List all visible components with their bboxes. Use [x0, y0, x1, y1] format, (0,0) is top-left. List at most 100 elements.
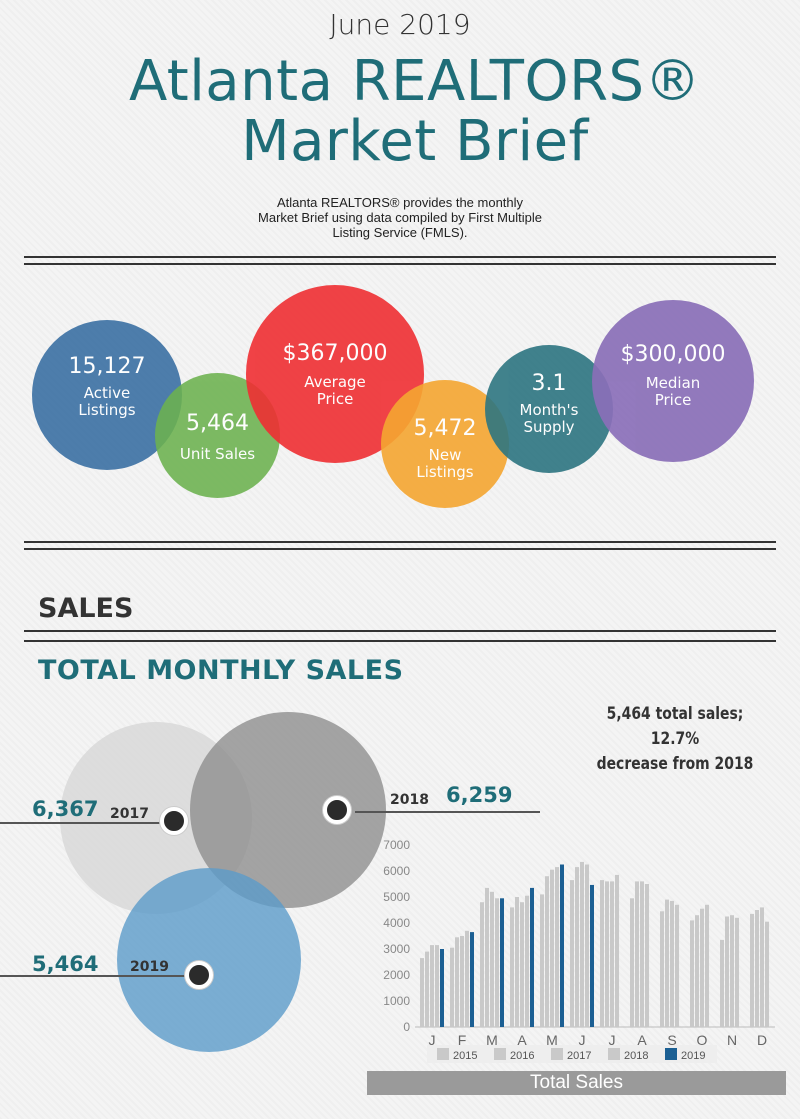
x-tick-label: M	[546, 1032, 558, 1048]
sales-note-line: decrease from 2018	[596, 754, 754, 774]
x-tick-label: N	[727, 1032, 737, 1048]
bar-2018-4	[525, 895, 529, 1027]
y-tick-label: 1000	[383, 994, 410, 1008]
bar-2018-5	[555, 867, 559, 1027]
page-title-line2: Market Brief	[241, 109, 589, 174]
unit-sales-value: 5,464	[186, 411, 249, 436]
x-tick-label: F	[458, 1032, 467, 1048]
divider	[24, 541, 776, 550]
bar-2016-10	[695, 915, 699, 1027]
x-tick-label: J	[429, 1032, 436, 1048]
bar-2017-7	[610, 881, 614, 1027]
bar-2018-3	[495, 898, 499, 1027]
legend-label-2018: 2018	[624, 1050, 648, 1062]
x-tick-label: A	[517, 1032, 527, 1048]
bar-2015-9	[660, 911, 664, 1027]
leader-line-2017	[0, 822, 162, 824]
active-listings-label: Active	[83, 384, 131, 402]
bar-2016-1	[425, 951, 429, 1027]
sales-2018-value: 6,259	[446, 783, 513, 807]
bar-2015-8	[630, 898, 634, 1027]
average-price-value: $367,000	[282, 341, 388, 366]
bar-2015-2	[450, 947, 454, 1027]
legend-label-2019: 2019	[681, 1050, 705, 1062]
median-price-value: $300,000	[620, 342, 726, 367]
legend-swatch-2016	[494, 1048, 506, 1060]
bar-2015-5	[540, 894, 544, 1027]
bar-2019-5	[560, 864, 564, 1027]
legend-swatch-2019	[665, 1048, 677, 1060]
bar-2015-6	[570, 880, 574, 1027]
months-supply-value: 3.1	[531, 371, 567, 396]
marker-2018	[323, 796, 351, 824]
venn-circle-2019	[117, 868, 301, 1052]
y-tick-label: 0	[403, 1020, 410, 1034]
bar-2018-10	[705, 904, 709, 1027]
active-listings-label: Listings	[78, 401, 136, 419]
median-price-bubble: $300,000 Median Price	[592, 300, 754, 462]
bar-2018-7	[615, 874, 619, 1027]
legend-swatch-2017	[551, 1048, 563, 1060]
monthly-sales-bar-chart: 0 1000 2000 3000 4000 5000 6000 7000 J F M A M J J A S O N…	[383, 838, 775, 1063]
new-listings-label: Listings	[416, 463, 474, 481]
bar-2017-8	[640, 881, 644, 1027]
x-tick-label: J	[579, 1032, 586, 1048]
y-tick-label: 3000	[383, 942, 410, 956]
bar-2019-2	[470, 932, 474, 1027]
bar-2016-7	[605, 881, 609, 1027]
bar-2017-4	[520, 902, 524, 1027]
bar-2016-11	[725, 916, 729, 1027]
year-2018-label: 2018	[390, 792, 429, 808]
subtitle-line: Listing Service (FMLS).	[332, 225, 468, 240]
bar-2015-10	[690, 920, 694, 1027]
subtitle-line: Market Brief using data compiled by Firs…	[258, 210, 542, 225]
bar-2015-11	[720, 939, 724, 1027]
bar-2019-1	[440, 949, 444, 1027]
x-tick-label: J	[609, 1032, 616, 1048]
subtitle-line: Atlanta REALTORS® provides the monthly	[276, 195, 524, 210]
sales-note-line: 5,464 total sales; 12.7%	[606, 704, 744, 749]
bar-2016-12	[755, 910, 759, 1027]
subtitle: Atlanta REALTORS® provides the monthly M…	[0, 195, 800, 240]
bar-2017-12	[760, 907, 764, 1027]
divider	[24, 256, 776, 265]
bar-2016-3	[485, 887, 489, 1027]
bar-2017-1	[430, 945, 434, 1027]
bar-2018-11	[735, 917, 739, 1027]
bar-2019-4	[530, 887, 534, 1027]
bar-2015-4	[510, 907, 514, 1027]
y-tick-label: 4000	[383, 916, 410, 930]
leader-line-2018	[355, 811, 540, 813]
sales-2019-value: 5,464	[32, 952, 99, 976]
page-title-line1: Atlanta REALTORS®	[128, 49, 702, 114]
months-supply-bubble: 3.1 Month's Supply	[485, 345, 613, 473]
bar-2017-3	[490, 891, 494, 1027]
bar-2017-11	[730, 915, 734, 1027]
leader-line-2019	[0, 975, 188, 977]
sales-note: 5,464 total sales; 12.7% decrease from 2…	[593, 702, 757, 777]
months-supply-label: Month's	[519, 401, 579, 419]
bar-2015-12	[750, 913, 754, 1027]
bar-2015-1	[420, 958, 424, 1027]
bar-2018-12	[765, 921, 769, 1027]
divider	[24, 630, 776, 642]
y-tick-label: 5000	[383, 890, 410, 904]
subsection-title: TOTAL MONTHLY SALES	[38, 655, 404, 686]
y-tick-label: 6000	[383, 864, 410, 878]
section-title: SALES	[38, 593, 134, 624]
unit-sales-label: Unit Sales	[179, 445, 256, 463]
legend-label-2017: 2017	[567, 1050, 591, 1062]
bar-2018-1	[435, 945, 439, 1027]
bar-2016-4	[515, 897, 519, 1027]
report-date: June 2019	[329, 8, 471, 41]
bar-2016-6	[575, 867, 579, 1027]
bar-2017-10	[700, 908, 704, 1027]
bar-2018-2	[465, 930, 469, 1027]
x-tick-label: A	[637, 1032, 647, 1048]
x-tick-label: S	[667, 1032, 676, 1048]
months-supply-label: Supply	[523, 418, 575, 436]
year-2019-label: 2019	[130, 959, 169, 975]
bar-2017-6	[580, 861, 584, 1027]
bar-2015-7	[600, 880, 604, 1027]
bar-2016-2	[455, 937, 459, 1027]
